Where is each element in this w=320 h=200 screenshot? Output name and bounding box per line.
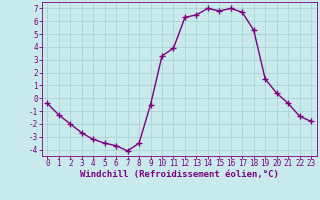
X-axis label: Windchill (Refroidissement éolien,°C): Windchill (Refroidissement éolien,°C) — [80, 170, 279, 179]
